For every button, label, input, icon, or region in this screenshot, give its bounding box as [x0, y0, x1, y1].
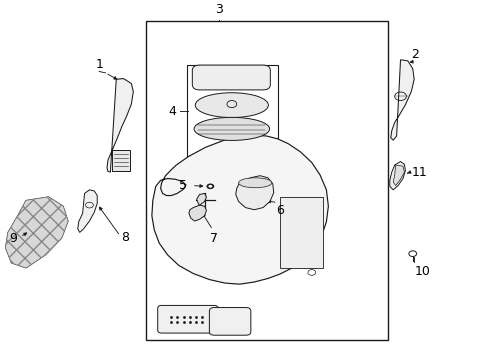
Polygon shape [107, 78, 133, 172]
Polygon shape [389, 162, 405, 190]
Text: 10: 10 [413, 265, 429, 278]
Text: 1: 1 [95, 58, 103, 72]
Bar [146, 21, 387, 340]
Circle shape [206, 184, 214, 189]
Text: 9: 9 [9, 231, 17, 244]
Polygon shape [5, 197, 68, 268]
Text: 4: 4 [168, 105, 176, 118]
Polygon shape [390, 60, 413, 140]
Polygon shape [5, 197, 68, 268]
Text: 3: 3 [215, 3, 223, 16]
Polygon shape [196, 193, 206, 205]
Polygon shape [188, 205, 206, 221]
Polygon shape [152, 135, 328, 284]
Ellipse shape [194, 117, 269, 140]
Text: 7: 7 [210, 233, 218, 246]
FancyBboxPatch shape [209, 307, 250, 335]
Text: 8: 8 [122, 230, 129, 243]
FancyBboxPatch shape [158, 305, 218, 333]
Polygon shape [235, 176, 273, 210]
Text: 11: 11 [410, 166, 426, 179]
FancyBboxPatch shape [192, 65, 270, 90]
Ellipse shape [195, 93, 268, 118]
Text: 2: 2 [410, 48, 418, 61]
Bar [186, 65, 277, 157]
Text: 5: 5 [179, 179, 186, 192]
Text: 6: 6 [275, 204, 283, 217]
Ellipse shape [238, 178, 271, 188]
Polygon shape [112, 150, 130, 171]
Polygon shape [78, 190, 97, 233]
Polygon shape [392, 165, 404, 186]
Circle shape [208, 185, 212, 188]
Bar [279, 197, 323, 268]
